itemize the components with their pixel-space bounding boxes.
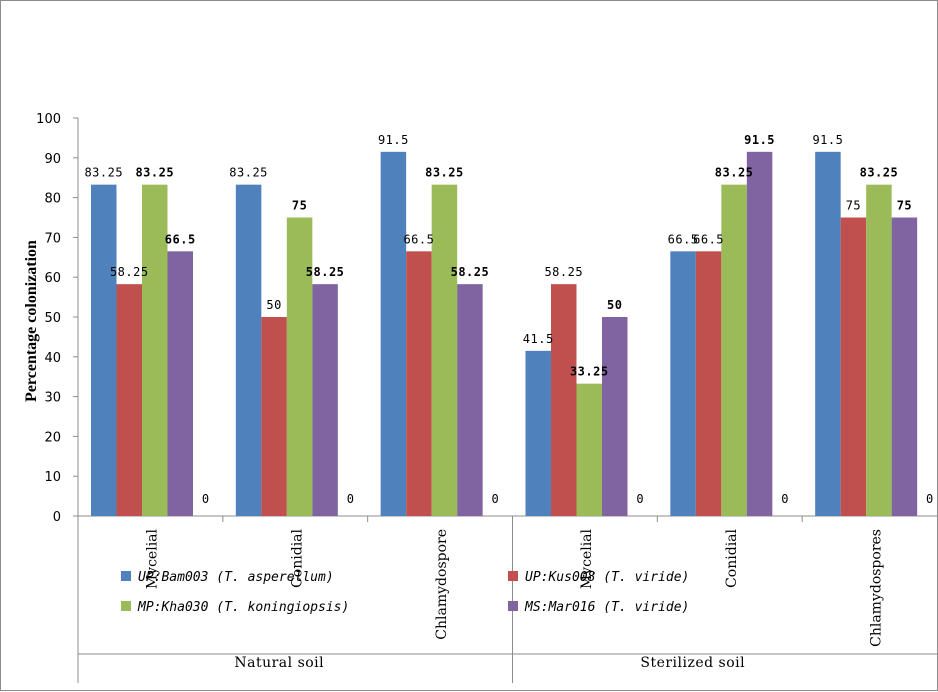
data-label: 50	[266, 298, 281, 312]
bar	[457, 284, 483, 516]
zero-label: 0	[781, 492, 789, 506]
legend: UP:Bam003 (T. asperellum) UP:Kus008 (T. v…	[121, 570, 689, 615]
y-tick-label: 10	[44, 470, 61, 485]
bar	[866, 184, 892, 517]
zero-label: 0	[347, 492, 355, 506]
zero-label: 0	[492, 492, 500, 506]
zero-label: 0	[926, 492, 934, 506]
y-tick-label: 20	[44, 430, 61, 445]
data-label: 91.5	[812, 133, 843, 147]
data-label: 75	[292, 199, 307, 213]
bar	[721, 184, 747, 517]
zero-label: 0	[202, 492, 210, 506]
data-label: 66.5	[165, 232, 196, 246]
bar	[525, 350, 551, 516]
data-label: 83.25	[715, 166, 754, 180]
bar	[695, 251, 722, 516]
y-tick-label: 0	[53, 510, 61, 525]
category-label: Mycelial	[144, 528, 160, 589]
data-labels: 83.25 83.25 91.5 41.5 66.5 91.5 58.25 50 66.5 58.…	[84, 133, 933, 506]
bar	[431, 184, 458, 517]
bar	[576, 383, 602, 516]
data-label: 66.5	[403, 232, 434, 246]
bar	[380, 151, 407, 516]
bar	[815, 151, 841, 516]
bar	[261, 317, 287, 516]
bar	[746, 151, 773, 516]
data-label: 83.25	[135, 166, 174, 180]
bar	[602, 317, 628, 516]
category-labels: Mycelial Conidial Chlamydospore Mycelial Con…	[144, 528, 884, 671]
category-label: Chlamydospore	[434, 529, 450, 640]
bar	[670, 251, 696, 516]
data-label: 75	[897, 199, 912, 213]
zero-label: 0	[636, 492, 644, 506]
bar	[312, 284, 338, 516]
group-label: Natural soil	[234, 655, 324, 671]
data-label: 58.25	[110, 265, 149, 279]
data-label: 33.25	[570, 365, 609, 379]
y-tick-label: 70	[44, 231, 61, 246]
data-label: 91.5	[378, 133, 409, 147]
data-label: 83.25	[860, 166, 899, 180]
y-tick-label: 90	[44, 152, 61, 167]
legend-swatch	[508, 571, 518, 581]
y-tick-label: 100	[36, 112, 61, 127]
y-tick-label: 30	[44, 391, 61, 406]
bar	[91, 184, 117, 517]
legend-item: MS:Mar016 (T. viride)	[524, 600, 689, 615]
y-tick-label: 40	[44, 351, 61, 366]
data-label: 83.25	[425, 166, 464, 180]
data-label: 66.5	[668, 232, 699, 246]
y-tick-label: 80	[44, 192, 61, 207]
legend-item: MP:Kha030 (T. koningiopsis)	[137, 600, 349, 615]
bar	[142, 184, 168, 517]
data-label: 66.5	[693, 232, 724, 246]
data-label: 58.25	[306, 265, 345, 279]
data-label: 58.25	[451, 265, 490, 279]
legend-swatch	[121, 571, 131, 581]
bar	[891, 217, 918, 516]
bar	[286, 217, 313, 516]
category-label: Chlamydospores	[869, 529, 885, 647]
data-label: 58.25	[544, 265, 583, 279]
data-label: 50	[607, 298, 622, 312]
data-label: 91.5	[744, 133, 775, 147]
y-tick-label: 60	[44, 271, 61, 286]
data-label: 83.25	[229, 166, 268, 180]
category-label: Mycelial	[579, 528, 595, 589]
bars	[91, 151, 918, 517]
bar	[840, 217, 867, 516]
bar	[167, 251, 193, 516]
y-axis-label: Percentage colonization	[23, 240, 40, 402]
category-label: Conidial	[289, 528, 305, 587]
bar	[235, 184, 262, 517]
legend-item: UP:Kus008 (T. viride)	[525, 570, 689, 585]
bar	[116, 284, 142, 516]
group-label: Sterilized soil	[640, 655, 745, 671]
bar	[551, 284, 577, 516]
legend-item: UP:Bam003 (T. asperellum)	[138, 570, 334, 585]
data-label: 83.25	[84, 166, 123, 180]
axes: 0 10 20 30 40 50 60 70 80 90 100	[36, 112, 938, 683]
data-label: 41.5	[523, 332, 554, 346]
legend-swatch	[121, 601, 131, 611]
legend-swatch	[508, 601, 518, 611]
bar	[406, 251, 432, 516]
y-tick-label: 50	[44, 311, 61, 326]
data-label: 75	[846, 199, 861, 213]
category-label: Conidial	[724, 528, 740, 587]
